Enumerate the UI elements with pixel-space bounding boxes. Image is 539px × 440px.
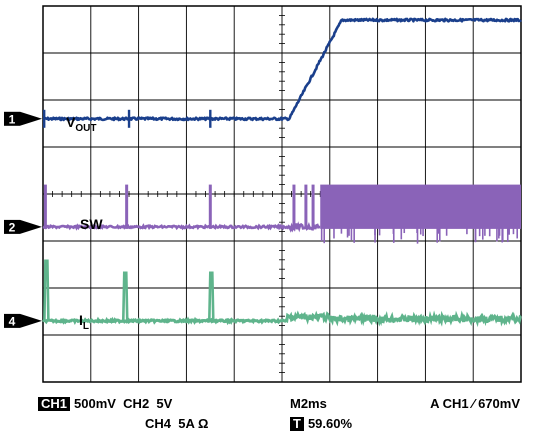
sw-trace [42, 219, 321, 233]
sw-switching-band [320, 184, 521, 229]
timebase-value: M2ms [290, 396, 327, 411]
trace-label-subscript: OUT [75, 123, 96, 134]
ch2-label: CH2 [123, 396, 150, 411]
trace-label: IL [79, 312, 89, 332]
trigger-position-readout: T 59.60% [290, 416, 352, 431]
channel-marker-arrow [20, 111, 42, 126]
traces [42, 17, 522, 328]
vout-trace [42, 17, 522, 122]
trace-label-subscript: L [83, 321, 89, 332]
ch4-scale: 5A Ω [178, 416, 209, 431]
channel-marker-arrow [20, 313, 42, 328]
readout-line-2-left: CH4 5A Ω [145, 416, 208, 431]
channel-marker-number: 1 [9, 112, 16, 126]
trace-label: SW [80, 216, 103, 232]
trigger-source: A CH1 [430, 396, 469, 411]
il-trace [42, 310, 522, 328]
channel-marker-number: 2 [9, 220, 16, 234]
channel-markers: 1 2 4 [4, 111, 42, 328]
il-spike [121, 271, 129, 321]
ch4-label: CH4 [145, 416, 172, 431]
trigger-level: 670mV [478, 396, 520, 411]
il-spike [208, 271, 215, 321]
readout-line-1-left: CH1 500mV CH2 5V [38, 396, 172, 411]
trigger-position-value: 59.60% [307, 416, 353, 431]
trace-label-main: V [66, 114, 76, 130]
t-tag: T [290, 417, 304, 431]
trace-label-main: I [79, 312, 83, 328]
ch2-scale: 5V [156, 396, 173, 411]
timebase-readout: M2ms [290, 396, 327, 411]
il-spike [43, 259, 50, 321]
channel-marker-arrow [20, 219, 42, 234]
channel-marker-box [4, 313, 20, 328]
channel-marker-box [4, 219, 20, 234]
trace-labels: VOUT SW IL [66, 114, 103, 332]
trigger-readout: A CH1 ∕ 670mV [430, 396, 520, 411]
channel-marker-box [4, 111, 20, 126]
ch1-tag: CH1 [38, 397, 71, 411]
trace-label-main: SW [80, 216, 103, 232]
trigger-slope-icon: ∕ [472, 396, 475, 411]
channel-marker-number: 4 [9, 314, 16, 328]
trace-label: VOUT [66, 114, 96, 134]
ch1-scale: 500mV [74, 396, 116, 411]
